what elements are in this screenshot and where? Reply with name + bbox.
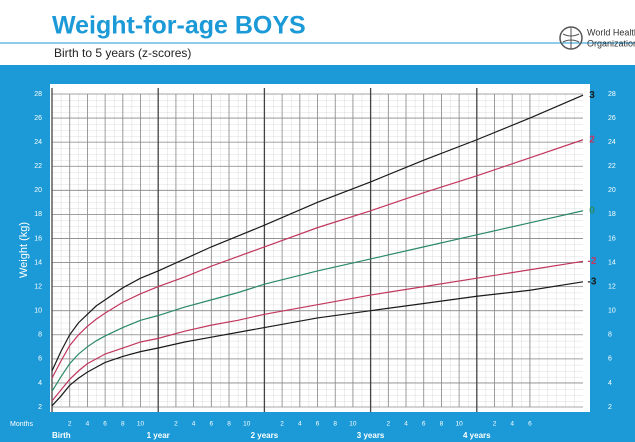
- x-tick-label: 1 year: [147, 431, 170, 440]
- y-tick-label: 26: [34, 115, 42, 122]
- y-tick-label: 16: [608, 235, 616, 242]
- month-tick-label: 2: [174, 421, 178, 428]
- y-tick-label: 20: [34, 187, 42, 194]
- y-tick-label: 6: [608, 356, 612, 363]
- y-tick-label: 18: [34, 211, 42, 218]
- month-tick-label: 4: [510, 421, 514, 428]
- month-tick-label: 6: [528, 421, 532, 428]
- org-name: World Health: [587, 27, 635, 37]
- y-tick-label: 6: [38, 356, 42, 363]
- month-tick-label: 6: [103, 421, 107, 428]
- x-tick-label: Birth: [52, 431, 71, 440]
- series-line: [51, 210, 584, 392]
- month-tick-label: 6: [209, 421, 213, 428]
- month-tick-label: 8: [121, 421, 125, 428]
- y-tick-label: 16: [34, 235, 42, 242]
- chart-title: Weight-for-age BOYS: [52, 12, 306, 40]
- month-tick-label: 2: [493, 421, 497, 428]
- y-tick-label: 22: [34, 163, 42, 170]
- series-line: [51, 139, 584, 379]
- y-tick-label: 28: [34, 91, 42, 98]
- series-label: -2: [588, 256, 597, 267]
- series-label: 0: [589, 205, 595, 216]
- month-tick-label: 2: [68, 421, 72, 428]
- month-tick-label: 10: [455, 421, 463, 428]
- y-tick-label: 20: [608, 187, 616, 194]
- month-tick-label: 4: [86, 421, 90, 428]
- y-tick-label: 10: [34, 308, 42, 315]
- chart-subtitle: Birth to 5 years (z-scores): [54, 46, 191, 60]
- who-logo-detail: [562, 28, 580, 49]
- y-tick-label: 14: [608, 259, 616, 266]
- y-tick-label: 2: [608, 404, 612, 411]
- y-tick-label: 12: [34, 283, 42, 290]
- y-tick-label: 4: [38, 380, 42, 387]
- series-line: [51, 94, 584, 372]
- month-tick-label: 8: [227, 421, 231, 428]
- month-tick-label: 4: [298, 421, 302, 428]
- month-tick-label: 2: [386, 421, 390, 428]
- month-tick-label: 2: [280, 421, 284, 428]
- series-line: [51, 260, 584, 402]
- series-line: [51, 281, 584, 407]
- x-tick-label: 2 years: [251, 431, 279, 440]
- x-tick-label: 3 years: [357, 431, 385, 440]
- series-label: -3: [588, 276, 597, 287]
- y-tick-label: 24: [608, 139, 616, 146]
- x-tick-label: 4 years: [463, 431, 491, 440]
- x-axis-label: Months: [10, 421, 33, 428]
- month-tick-label: 8: [333, 421, 337, 428]
- y-tick-label: 28: [608, 91, 616, 98]
- y-tick-label: 2: [38, 404, 42, 411]
- month-tick-label: 10: [137, 421, 145, 428]
- y-tick-label: 26: [608, 115, 616, 122]
- y-tick-label: 4: [608, 380, 612, 387]
- org-name: Organization: [587, 38, 635, 48]
- y-tick-label: 8: [608, 332, 612, 339]
- month-tick-label: 10: [349, 421, 357, 428]
- y-tick-label: 12: [608, 283, 616, 290]
- y-axis-label: Weight (kg): [18, 222, 30, 278]
- month-tick-label: 8: [440, 421, 444, 428]
- month-tick-label: 4: [192, 421, 196, 428]
- series-label: 3: [589, 90, 595, 101]
- month-tick-label: 6: [422, 421, 426, 428]
- month-tick-label: 4: [404, 421, 408, 428]
- series-label: 2: [589, 134, 595, 145]
- y-tick-label: 8: [38, 332, 42, 339]
- y-tick-label: 18: [608, 211, 616, 218]
- y-tick-label: 14: [34, 259, 42, 266]
- y-tick-label: 24: [34, 139, 42, 146]
- month-tick-label: 6: [316, 421, 320, 428]
- y-tick-label: 10: [608, 308, 616, 315]
- y-tick-label: 22: [608, 163, 616, 170]
- month-tick-label: 10: [243, 421, 251, 428]
